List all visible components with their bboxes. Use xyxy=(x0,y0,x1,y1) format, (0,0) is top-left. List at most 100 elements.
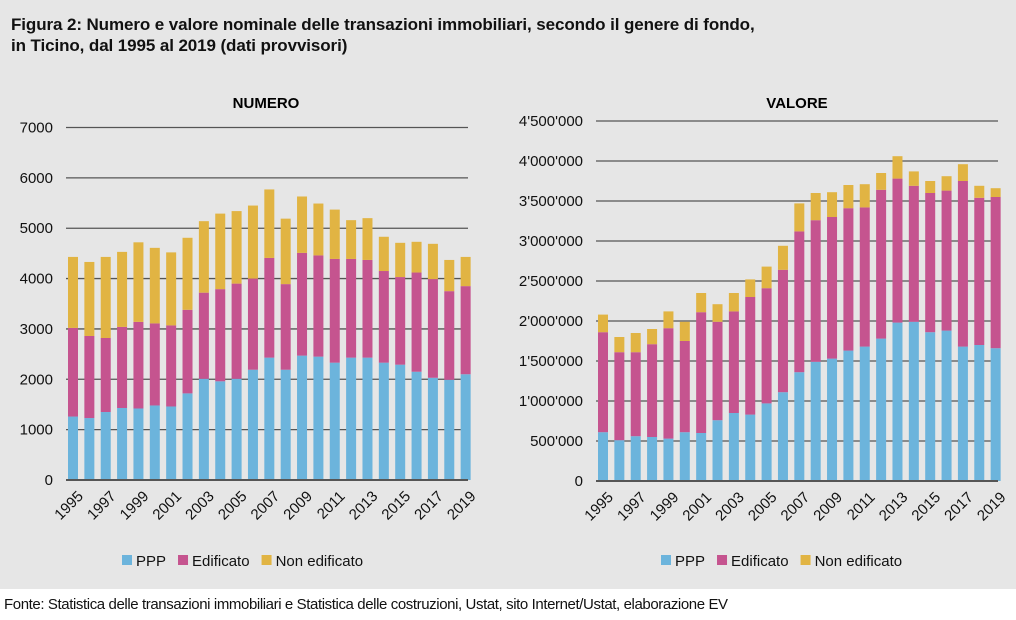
bar-edificato-2014 xyxy=(378,271,389,363)
bar-ppp-2008 xyxy=(810,361,821,481)
bar-non-edificato-2011 xyxy=(329,209,340,259)
bar-ppp-2014 xyxy=(908,321,919,481)
x-tick-label: 2007 xyxy=(778,489,814,525)
bar-edificato-2002 xyxy=(182,309,193,394)
bar-edificato-2016 xyxy=(941,190,952,331)
bar-non-edificato-2010 xyxy=(313,203,324,256)
bar-non-edificato-2007 xyxy=(264,189,275,258)
bar-edificato-2016 xyxy=(411,272,422,372)
bar-edificato-2010 xyxy=(843,208,854,351)
bar-edificato-2015 xyxy=(395,277,406,365)
legend-swatch xyxy=(122,555,132,565)
y-tick-label: 0 xyxy=(45,472,53,489)
x-tick-label: 2015 xyxy=(908,489,944,525)
legend-label: PPP xyxy=(675,553,705,570)
x-tick-label: 1997 xyxy=(614,489,650,525)
bar-ppp-2013 xyxy=(362,357,373,480)
bar-edificato-2002 xyxy=(712,321,723,421)
bar-ppp-2001 xyxy=(696,433,707,481)
bar-ppp-2005 xyxy=(231,378,242,480)
bar-non-edificato-2004 xyxy=(215,213,226,290)
x-tick-label: 2019 xyxy=(974,489,1010,525)
bar-non-edificato-2000 xyxy=(679,321,690,341)
bar-non-edificato-2012 xyxy=(876,173,887,190)
bar-edificato-2012 xyxy=(876,189,887,339)
x-tick-label: 2001 xyxy=(679,489,715,525)
bar-edificato-2005 xyxy=(231,283,242,379)
bar-ppp-2000 xyxy=(679,432,690,481)
bar-non-edificato-2004 xyxy=(745,279,756,297)
y-tick-label: 2'000'000 xyxy=(519,313,583,330)
bar-non-edificato-1995 xyxy=(68,256,78,328)
bar-ppp-2018 xyxy=(974,345,985,481)
bar-ppp-2010 xyxy=(843,350,854,481)
bar-edificato-2008 xyxy=(280,284,291,370)
legend-item-ppp: PPP xyxy=(661,553,705,570)
legend-swatch xyxy=(717,555,728,565)
y-tick-label: 3000 xyxy=(20,321,53,338)
bar-ppp-2004 xyxy=(745,414,756,481)
bar-ppp-2002 xyxy=(182,393,193,480)
bar-ppp-2016 xyxy=(941,330,952,481)
bar-ppp-2019 xyxy=(460,374,471,480)
bar-edificato-2010 xyxy=(313,255,324,357)
bar-non-edificato-2001 xyxy=(696,293,707,313)
bar-edificato-2009 xyxy=(297,252,308,356)
bar-edificato-2001 xyxy=(696,312,707,433)
legend-item-edificato: Edificato xyxy=(178,553,250,570)
bar-edificato-1999 xyxy=(133,321,144,409)
bar-edificato-2014 xyxy=(908,185,919,322)
bar-non-edificato-2008 xyxy=(810,193,821,221)
bar-edificato-2000 xyxy=(679,341,690,433)
bar-edificato-2011 xyxy=(329,258,340,363)
bar-ppp-1999 xyxy=(133,408,144,480)
bar-ppp-2018 xyxy=(444,379,455,480)
bar-non-edificato-2003 xyxy=(198,221,209,293)
bar-edificato-2007 xyxy=(264,257,275,358)
bar-ppp-1998 xyxy=(117,407,128,480)
legend-swatch xyxy=(800,555,811,565)
bar-edificato-2004 xyxy=(745,297,756,415)
bar-edificato-1995 xyxy=(598,332,608,433)
y-tick-label: 4'500'000 xyxy=(519,113,583,130)
bar-ppp-2007 xyxy=(794,372,805,481)
bar-non-edificato-1998 xyxy=(117,251,128,327)
bar-edificato-2008 xyxy=(810,220,821,362)
y-tick-label: 2'500'000 xyxy=(519,273,583,290)
y-tick-label: 1000 xyxy=(20,422,53,439)
y-tick-label: 0 xyxy=(575,473,583,490)
legend-item-edificato: Edificato xyxy=(717,553,789,570)
bar-non-edificato-2016 xyxy=(941,176,952,191)
legend-label: PPP xyxy=(136,553,166,570)
bar-ppp-1996 xyxy=(614,440,625,481)
bar-ppp-2011 xyxy=(859,346,870,481)
bar-ppp-1998 xyxy=(647,437,658,481)
bar-ppp-2004 xyxy=(215,381,226,480)
bar-non-edificato-2014 xyxy=(378,236,389,272)
legend-label: Edificato xyxy=(731,553,789,570)
bar-ppp-1997 xyxy=(630,436,641,481)
bar-ppp-2006 xyxy=(247,369,258,480)
bar-edificato-2001 xyxy=(166,325,177,407)
bar-ppp-2010 xyxy=(313,356,324,480)
bar-edificato-1997 xyxy=(100,337,111,413)
figure-title-line-2: in Ticino, dal 1995 al 2019 (dati provvi… xyxy=(11,36,348,55)
bar-edificato-2005 xyxy=(761,288,772,404)
x-tick-label: 1999 xyxy=(647,489,683,525)
bar-edificato-2009 xyxy=(827,217,838,359)
bar-edificato-2003 xyxy=(728,311,739,413)
bar-edificato-2003 xyxy=(198,292,209,379)
x-tick-label: 2003 xyxy=(712,489,748,525)
bar-non-edificato-1997 xyxy=(100,256,111,338)
bar-non-edificato-2013 xyxy=(362,218,373,260)
bar-ppp-2008 xyxy=(280,369,291,480)
bar-ppp-2017 xyxy=(957,346,968,481)
bar-edificato-2013 xyxy=(362,259,373,358)
bar-edificato-2018 xyxy=(444,291,455,380)
y-tick-label: 4'000'000 xyxy=(519,153,583,170)
bar-non-edificato-2000 xyxy=(149,247,160,324)
bar-ppp-2003 xyxy=(728,413,739,481)
chart-title: VALORE xyxy=(766,95,827,112)
bar-ppp-2000 xyxy=(149,405,160,480)
